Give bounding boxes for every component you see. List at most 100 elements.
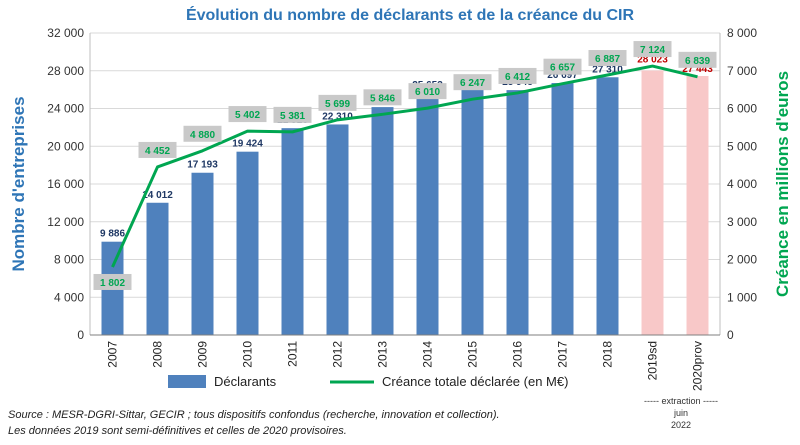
- line-label-box: [588, 50, 627, 67]
- left-tick-label: 8 000: [54, 253, 84, 267]
- x-tick-label: 2013: [376, 341, 390, 368]
- right-tick-label: 4 000: [727, 177, 757, 191]
- x-tick-label: 2016: [511, 341, 525, 368]
- line-data-label: 6 412: [505, 72, 530, 83]
- line-label-box: [318, 94, 357, 111]
- chart-title: Évolution du nombre de déclarants et de …: [186, 5, 635, 24]
- x-tick-label: 2012: [331, 341, 345, 368]
- axes: 0 0 4 000 1 000 8 000 2 000 12 000 3 000 16 000 4…: [9, 26, 792, 391]
- line-data-label: 6 887: [595, 54, 620, 65]
- line-label-box: [273, 106, 312, 123]
- left-tick-label: 28 000: [47, 64, 84, 78]
- bar-declarants: [506, 90, 529, 335]
- left-tick-label: 0: [77, 328, 84, 342]
- x-tick-label: 2015: [466, 341, 480, 368]
- extraction-note-line: ----- extraction -----: [644, 396, 718, 406]
- line-label-box: [408, 83, 447, 100]
- bar-declarants: [371, 107, 394, 336]
- bar-data-label: 27 310: [592, 64, 623, 75]
- extraction-note-line: juin: [673, 408, 688, 418]
- bar-data-label: 9 886: [100, 229, 125, 240]
- bar-declarants: [236, 151, 259, 335]
- left-tick-label: 4 000: [54, 290, 84, 304]
- bar-declarants: [641, 70, 664, 336]
- x-tick-label: 2020prov: [691, 341, 705, 391]
- bar-declarants: [686, 76, 709, 336]
- x-tick-label: 2010: [241, 341, 255, 368]
- line-label-box: [453, 74, 492, 91]
- bar-declarants: [461, 86, 484, 335]
- right-tick-label: 7 000: [727, 64, 757, 78]
- line-data-labels: 1 802 4 452 4 880 5 402 5 381 5 699 5 846 6 010…: [93, 41, 717, 290]
- line-label-box: [543, 58, 582, 75]
- legend-swatch-declarants: [168, 375, 206, 388]
- bar-declarants: [281, 128, 304, 335]
- line-label-box: [498, 67, 537, 84]
- x-tick-label: 2018: [601, 341, 615, 368]
- x-tick-label: 2009: [196, 341, 210, 368]
- left-axis-title: Nombre d'entreprises: [9, 96, 28, 271]
- legend-label-declarants: Déclarants: [214, 374, 277, 389]
- bar-data-label: 22 310: [322, 111, 353, 122]
- bar-declarants: [551, 83, 574, 336]
- line-creance: [111, 64, 698, 268]
- left-tick-label: 12 000: [47, 215, 84, 229]
- right-tick-label: 5 000: [727, 139, 757, 153]
- line-data-label: 1 802: [100, 278, 125, 289]
- legend: Déclarants Créance totale déclarée (en M€…: [168, 374, 568, 389]
- bar-declarants: [416, 92, 439, 335]
- line-label-box: [633, 41, 672, 58]
- line-label-box: [183, 125, 222, 142]
- right-tick-label: 0: [727, 328, 734, 342]
- line-label-box: [138, 141, 177, 158]
- bar-declarants: [146, 202, 169, 335]
- line-data-label: 4 880: [190, 130, 215, 141]
- x-tick-label: 2017: [556, 341, 570, 368]
- right-axis-title: Créance en millions d'euros: [773, 71, 792, 297]
- bars-declarants: [101, 70, 709, 336]
- right-tick-label: 8 000: [727, 26, 757, 40]
- source-line: Source : MESR-DGRI-Sittar, GECIR ; tous …: [8, 409, 500, 421]
- extraction-note-line: 2022: [671, 420, 691, 430]
- right-tick-label: 1 000: [727, 290, 757, 304]
- bar-data-label: 19 424: [232, 139, 263, 150]
- line-data-label: 6 839: [685, 56, 710, 67]
- x-tick-label: 2014: [421, 341, 435, 368]
- x-tick-label: 2011: [286, 341, 300, 367]
- left-tick-label: 20 000: [47, 139, 84, 153]
- line-data-label: 7 124: [640, 45, 665, 56]
- left-tick-label: 32 000: [47, 26, 84, 40]
- source-note: Source : MESR-DGRI-Sittar, GECIR ; tous …: [8, 409, 500, 437]
- bar-data-label: 26 697: [547, 70, 578, 81]
- bar-declarants: [326, 124, 349, 335]
- source-line: Les données 2019 sont semi-définitives e…: [8, 425, 347, 437]
- line-data-label: 5 381: [280, 111, 305, 122]
- line-label-box: [93, 273, 132, 290]
- legend-label-creance: Créance totale déclarée (en M€): [382, 374, 568, 389]
- line-data-label: 6 657: [550, 63, 575, 74]
- line-label-box: [363, 89, 402, 106]
- bar-data-label: 27 443: [682, 64, 713, 75]
- bar-data-label: 28 023: [637, 55, 668, 66]
- left-tick-label: 24 000: [47, 102, 84, 116]
- bar-data-label: 14 012: [142, 190, 173, 201]
- line-data-label: 6 010: [415, 87, 440, 98]
- bar-declarants: [596, 77, 619, 335]
- line-data-label: 5 402: [235, 110, 260, 121]
- gridlines: [90, 32, 720, 336]
- bar-data-label: 17 193: [187, 160, 218, 171]
- line-label-box: [228, 106, 267, 123]
- line-label-box: [678, 51, 717, 68]
- extraction-note: ----- extraction ----- juin 2022: [644, 396, 718, 430]
- x-tick-label: 2007: [106, 341, 120, 368]
- right-tick-label: 2 000: [727, 253, 757, 267]
- bar-declarants: [191, 172, 214, 335]
- line-data-label: 5 846: [370, 93, 395, 104]
- right-tick-label: 6 000: [727, 102, 757, 116]
- right-tick-label: 3 000: [727, 215, 757, 229]
- left-tick-label: 16 000: [47, 177, 84, 191]
- x-tick-label: 2019sd: [646, 341, 660, 380]
- line-data-label: 6 247: [460, 78, 485, 89]
- x-tick-label: 2008: [151, 341, 165, 368]
